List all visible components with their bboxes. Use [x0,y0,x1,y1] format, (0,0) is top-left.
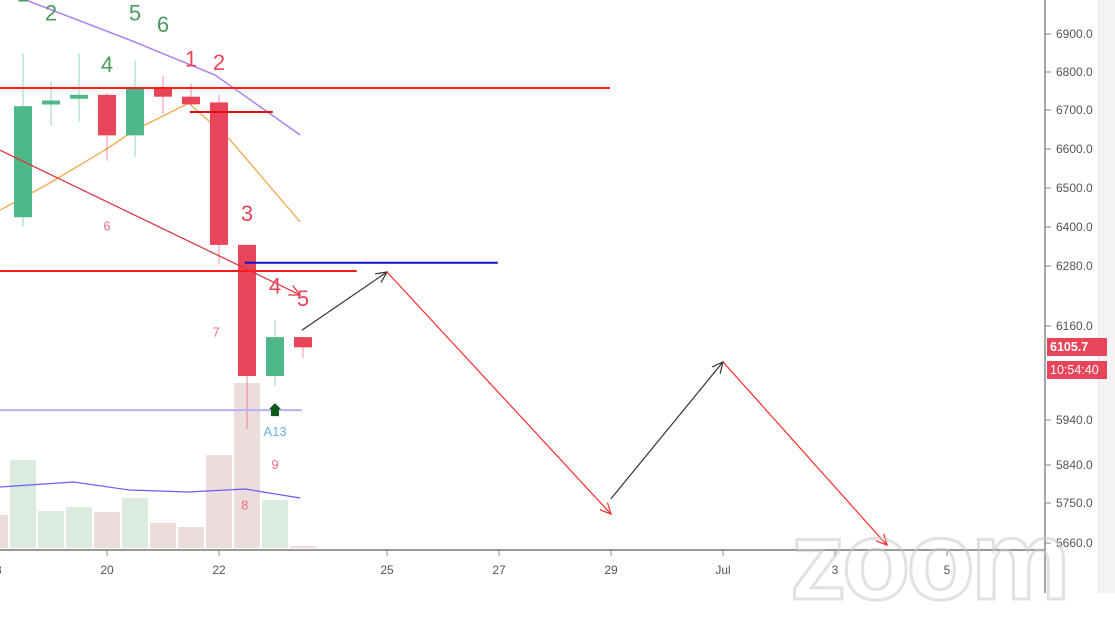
volume-bar [262,500,288,548]
sequence-label: 6 [103,218,110,233]
sequence-label: 2 [213,50,225,75]
trend-curve [24,0,301,136]
projection-arrow-head [875,533,888,547]
projection-arrow [301,271,388,331]
volume-bar [10,460,36,548]
sequence-label: 3 [241,201,253,226]
sequence-label: 9 [271,457,278,472]
projection-arrow [610,361,724,500]
volume-bar [0,515,8,548]
price-tick-label: 6900.0 [1056,27,1093,41]
volume-bar [122,498,148,548]
volume-bar [178,527,204,548]
sequence-label: 1 [185,46,197,71]
sequence-label: 5 [129,1,141,26]
current-price-tag: 6105.7 [1047,338,1107,356]
candle-down [98,94,116,136]
moving-average-line [0,102,301,223]
price-tick-label: 5660.0 [1056,536,1093,550]
sequence-label: A13 [263,424,286,439]
time-tick-label: 25 [380,563,394,577]
sequence-label: 8 [241,498,248,513]
volume-bar [290,546,316,548]
candle-up [70,94,88,99]
trend-arrow-head [288,285,302,296]
volume-bar [206,455,232,548]
price-chart[interactable]: 6900.0 6800.0 6700.0 6600.0 6500.0 6400.0 6280… [0,0,1115,593]
sequence-label: 6 [157,12,169,37]
projection-arrow [386,271,612,515]
candle-down [182,96,200,105]
sequence-label: 2 [45,1,57,26]
price-tick-label: 5750.0 [1056,496,1093,510]
candle-up [42,100,60,105]
time-tick-label: 20 [100,563,114,577]
volume-ma-line [0,481,301,499]
price-tick-label: 5940.0 [1056,413,1093,427]
sequence-label: 4 [269,274,281,299]
sequence-label: 5 [297,286,309,311]
price-tick-label: 6700.0 [1056,103,1093,117]
price-tick-label: 6280.0 [1056,259,1093,273]
candle-up [126,87,144,136]
time-tick-label: 27 [492,563,506,577]
price-tick-label: 6600.0 [1056,142,1093,156]
price-tick-label: 6400.0 [1056,220,1093,234]
candle-down [154,87,172,97]
sequence-label: 1 [17,0,29,7]
sequence-label: 3 [73,0,85,5]
candle-down [294,337,312,348]
projection-arrow [722,361,888,546]
sequence-label: 7 [213,325,220,340]
projection-arrow-head [599,502,612,516]
time-tick-label: 3 [832,563,839,577]
trend-arrow [0,149,301,296]
price-tick-label: 5840.0 [1056,458,1093,472]
time-tick-label: 22 [212,563,226,577]
candle-up [266,337,284,376]
time-tick-label: 5 [944,563,951,577]
sequence-label: 4 [101,52,113,77]
time-tick-label: Jul [715,563,730,577]
volume-bar [94,512,120,548]
zoom-watermark: zoom [788,498,1071,623]
buy-arrow-icon [269,403,281,417]
candle-down [210,102,228,245]
price-tick-label: 6160.0 [1056,319,1093,333]
price-tick-label: 6500.0 [1056,181,1093,195]
volume-bar [66,507,92,548]
countdown-tag: 10:54:40 [1047,361,1107,379]
volume-bar [150,523,176,548]
time-tick-label: 18 [0,563,2,577]
time-tick-label: 29 [604,563,618,577]
right-scrollbar-strip[interactable] [1098,0,1115,593]
volume-bar [38,511,64,548]
candle-down [238,244,256,376]
price-tick-label: 6800.0 [1056,65,1093,79]
